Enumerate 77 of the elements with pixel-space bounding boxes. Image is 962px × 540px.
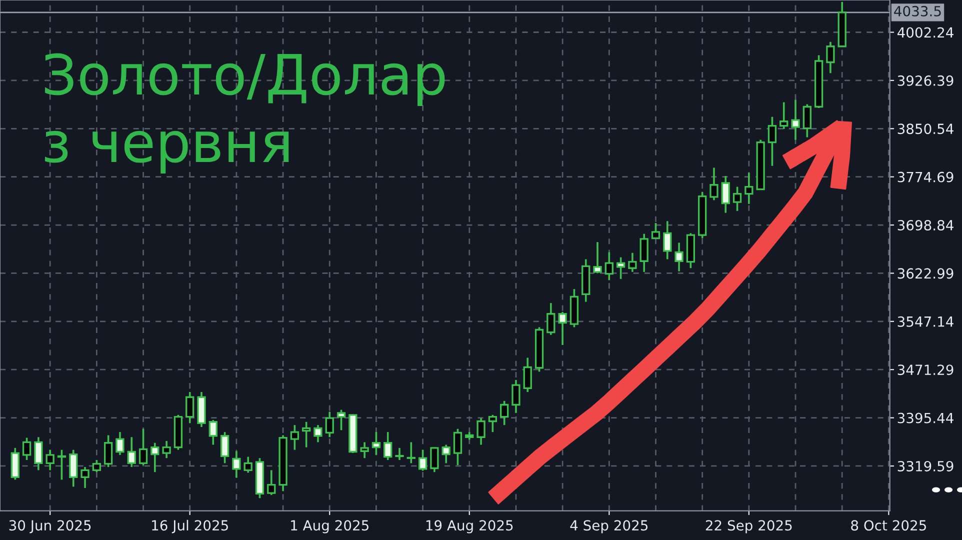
candlestick <box>150 442 160 473</box>
y-tick-label: 4002.24 <box>897 27 954 38</box>
y-tick-label: 3547.14 <box>898 316 954 327</box>
candlestick <box>314 424 322 444</box>
candlestick <box>546 302 556 336</box>
candlestick <box>558 311 567 346</box>
candlestick <box>604 251 614 282</box>
candlestick <box>372 431 381 456</box>
y-tick-label: 3395.44 <box>898 412 954 424</box>
candlestick <box>80 466 90 489</box>
candlestick <box>523 356 532 393</box>
candlestick <box>476 417 486 446</box>
candlestick <box>302 420 311 448</box>
y-tick-label: 3319.59 <box>898 460 954 472</box>
candlestick <box>384 431 392 461</box>
candlestick <box>430 446 439 473</box>
y-tick-label: 3850.54 <box>898 124 954 134</box>
candlestick <box>46 448 54 472</box>
x-tick-label: 8 Oct 2025 <box>851 520 926 531</box>
candlestick <box>104 434 113 468</box>
y-tick-label: 3698.84 <box>898 220 954 230</box>
candlestick <box>802 103 812 138</box>
candlestick <box>267 469 276 496</box>
candlestick <box>406 441 416 464</box>
candlestick <box>127 436 136 468</box>
candlestick <box>22 436 32 461</box>
candlestick <box>826 41 835 74</box>
candlestick <box>92 459 101 473</box>
candlestick <box>162 440 171 460</box>
candlestick <box>290 424 300 451</box>
x-tick-label: 1 Aug 2025 <box>291 520 368 534</box>
candlestick <box>732 186 742 212</box>
x-tick-label: 19 Aug 2025 <box>426 520 513 534</box>
y-tick-label: 3471.29 <box>898 364 954 376</box>
text: Золото/Долар <box>45 53 445 106</box>
candlestick <box>57 448 66 481</box>
y-tick-label: 3926.39 <box>898 75 954 86</box>
x-tick-label: 4 Sep 2025 <box>570 520 648 534</box>
x-tick-label: 22 Sep 2025 <box>706 520 792 534</box>
candlestick <box>640 232 648 273</box>
candlestick <box>453 428 462 466</box>
candlestick <box>744 172 754 205</box>
candlestick <box>418 448 428 472</box>
x-tick-label: 16 Jul 2025 <box>152 520 228 534</box>
candlestick <box>186 391 194 424</box>
candlestick <box>780 101 788 130</box>
candlestick <box>138 428 148 466</box>
candlestick <box>768 116 777 167</box>
candlestick <box>395 447 404 461</box>
x-tick-label: 30 Jun 2025 <box>9 520 91 534</box>
candlestick <box>232 450 241 479</box>
text: з червня <box>44 130 289 174</box>
candlestick <box>791 98 800 141</box>
candlestick <box>721 175 730 214</box>
y-tick-label: 3622.99 <box>898 268 954 279</box>
candlestick <box>593 241 602 274</box>
candlestick <box>69 448 78 488</box>
candlestick <box>360 441 369 460</box>
candlestick <box>220 431 230 464</box>
candlestick <box>325 410 334 438</box>
candlestick <box>442 444 450 464</box>
y-tick-label: 3774.69 <box>898 172 954 182</box>
candlestick <box>488 414 498 433</box>
candlestick <box>336 408 346 432</box>
candlestick <box>616 256 626 280</box>
candlestick <box>500 400 509 426</box>
candlestick <box>710 166 718 202</box>
candlestick <box>674 242 684 272</box>
candlestick <box>116 431 124 456</box>
candlestick <box>244 456 252 474</box>
candlestick <box>628 252 637 273</box>
candlestick <box>208 419 218 446</box>
candlestick <box>34 436 43 472</box>
candlestick <box>512 379 520 414</box>
candlestick <box>663 220 672 260</box>
ref-line-label: 4033.5 <box>894 6 941 16</box>
candlestick <box>651 222 660 240</box>
